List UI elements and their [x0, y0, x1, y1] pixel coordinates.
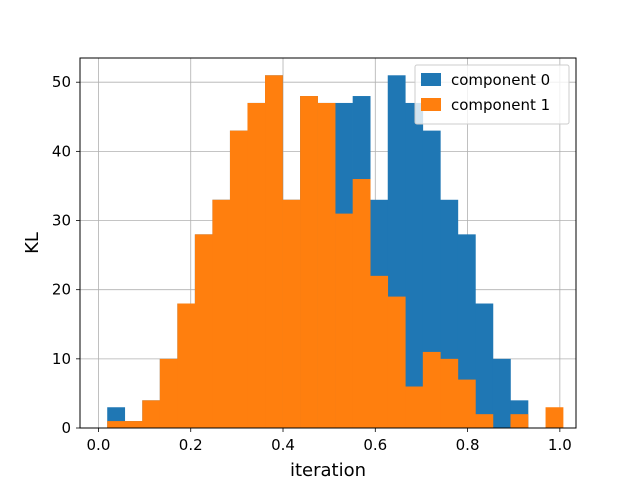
- x-axis-label: iteration: [290, 460, 366, 480]
- histogram-bar: [265, 75, 283, 428]
- histogram-bar: [300, 96, 318, 428]
- plot-frame: [79, 57, 577, 429]
- x-tick-label: 0.0: [87, 436, 111, 454]
- histogram-bar: [405, 386, 424, 428]
- legend-swatch-component-0: [421, 73, 441, 86]
- histogram-bar: [212, 199, 231, 428]
- y-tick-label: 0: [61, 419, 71, 437]
- histogram-bar: [440, 358, 459, 428]
- y-tick-label: 40: [52, 142, 71, 160]
- histogram-bar: [247, 102, 266, 428]
- x-tick-label: 0.4: [271, 436, 295, 454]
- y-axis-label: KL: [22, 232, 43, 254]
- histogram-bar: [107, 421, 126, 428]
- histogram-bar: [282, 199, 301, 428]
- x-tick-label: 1.0: [548, 436, 572, 454]
- histogram-bar: [142, 400, 161, 428]
- histogram-bar: [352, 179, 371, 428]
- legend: component 0 component 1: [414, 64, 570, 125]
- x-tick-label: 0.2: [179, 436, 203, 454]
- histogram-bar: [492, 358, 511, 428]
- legend-label-component-1: component 1: [451, 96, 550, 114]
- y-tick-label: 20: [52, 281, 71, 299]
- legend-swatch-component-1: [421, 98, 441, 111]
- legend-box: [414, 64, 570, 125]
- histogram-bar: [510, 414, 529, 428]
- histogram-bar: [387, 296, 406, 428]
- legend-label-component-0: component 0: [451, 71, 550, 89]
- histogram-bar: [317, 102, 336, 428]
- histogram-bar: [545, 407, 564, 428]
- histogram-bar: [229, 130, 248, 428]
- series-component-1: [107, 75, 564, 428]
- y-tick-label: 10: [52, 350, 71, 368]
- y-tick-label: 30: [52, 212, 71, 230]
- histogram-bar: [335, 213, 353, 428]
- histogram-bar: [177, 303, 196, 428]
- histogram-bar: [124, 421, 143, 428]
- histogram-bar: [370, 275, 389, 428]
- histogram-bar: [475, 303, 494, 428]
- histogram-bar: [457, 379, 476, 428]
- axis-ticks: 0.0 0.2 0.4 0.6 0.8 1.0 0 10 20 30 40 50: [52, 73, 572, 454]
- histogram-bar: [159, 358, 178, 428]
- y-tick-label: 50: [52, 73, 71, 91]
- histogram-bar: [422, 351, 441, 428]
- histogram-bar: [475, 414, 494, 428]
- histogram-bar: [194, 234, 213, 428]
- x-tick-label: 0.8: [456, 436, 480, 454]
- bars: [107, 75, 564, 428]
- histogram-bar: [405, 102, 424, 428]
- x-tick-label: 0.6: [363, 436, 387, 454]
